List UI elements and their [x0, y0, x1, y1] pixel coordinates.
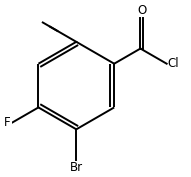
Text: O: O [137, 4, 146, 17]
Text: Cl: Cl [168, 57, 179, 70]
Text: F: F [4, 116, 11, 129]
Text: Br: Br [70, 161, 83, 174]
